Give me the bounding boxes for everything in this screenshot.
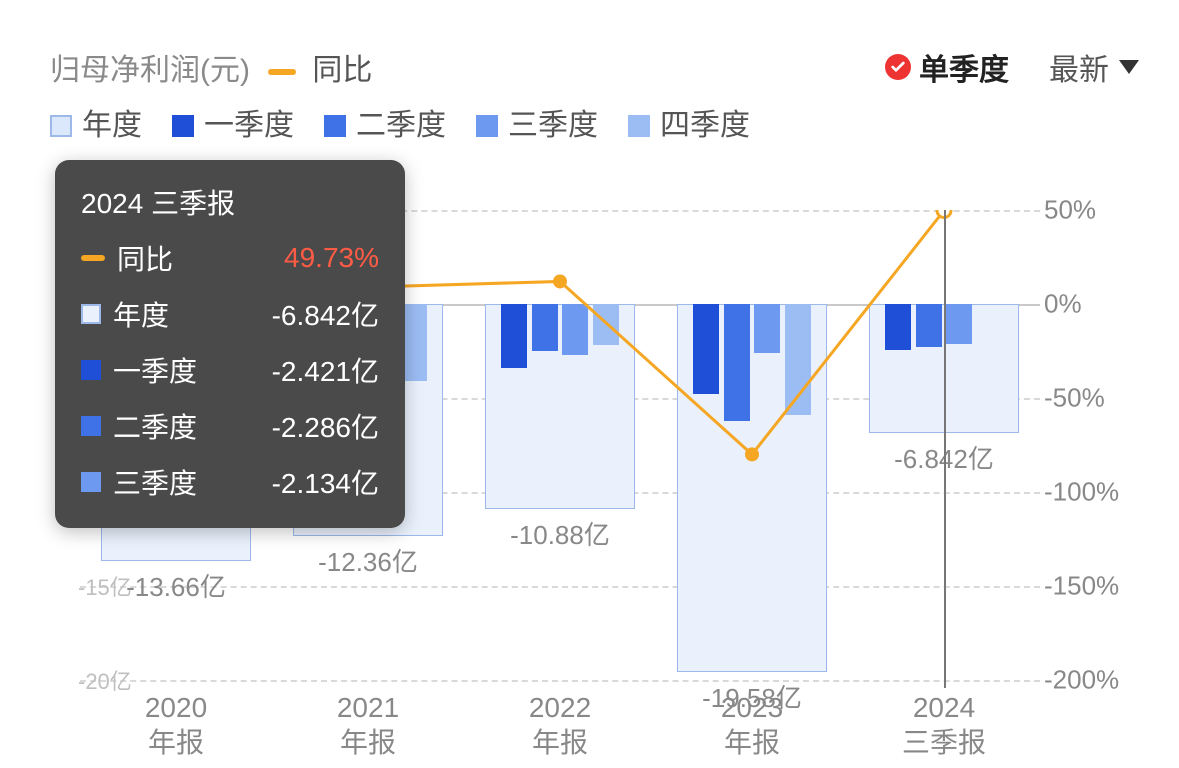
tooltip-label: 年度 [113,294,169,334]
y-right-label: 50% [1044,195,1122,226]
quarter-bar [754,304,780,353]
period-radio-label: 单季度 [919,45,1009,89]
tooltip-value: -2.286亿 [272,406,379,446]
quarter-bar [593,304,619,345]
gridline [80,680,1040,682]
period-radio[interactable]: 单季度 [885,45,1009,89]
legend-swatch [172,115,194,137]
crosshair-line [944,210,946,688]
tooltip-swatch [81,360,101,380]
tooltip-value: -2.134亿 [272,462,379,502]
x-label: 2020年报 [145,690,207,760]
legend-swatch [50,115,72,137]
tooltip-label: 一季度 [113,350,197,390]
legend-item[interactable]: 二季度 [324,100,446,144]
quarter-bar [401,304,427,381]
legend-line: 同比 [268,45,372,89]
tooltip-row: 二季度 -2.286亿 [81,406,379,446]
tooltip-swatch [81,416,101,436]
legend-label: 四季度 [660,109,750,142]
legend-label: 年度 [82,109,142,142]
series-legend: 年度 一季度 二季度 三季度 四季度 [50,100,750,144]
legend-swatch [628,115,650,137]
y-right-label: -150% [1044,571,1122,602]
y-right-label: -200% [1044,665,1122,696]
tooltip-row-yoy: 同比 49.73% [81,238,379,278]
tooltip-value: -6.842亿 [272,294,379,334]
tooltip-row: 三季度 -2.134亿 [81,462,379,502]
tooltip-swatch [81,304,101,324]
tooltip-row: 年度 -6.842亿 [81,294,379,334]
value-label: -13.66亿 [126,567,226,604]
legend-swatch [476,115,498,137]
y-right-label: -100% [1044,477,1122,508]
quarter-bar [501,304,527,368]
chevron-down-icon [1119,60,1139,74]
tooltip-label: 二季度 [113,406,197,446]
quarter-bar [885,304,911,350]
legend-line-label: 同比 [312,54,372,87]
time-dropdown[interactable]: 最新 [1049,45,1139,89]
tooltip: 2024 三季报 同比 49.73% 年度 -6.842亿一季度 -2.421亿二季… [55,160,405,528]
bar-group [485,210,635,680]
tooltip-value: -2.421亿 [272,350,379,390]
tooltip-yoy-label: 同比 [117,238,173,278]
check-icon [885,54,911,80]
x-label: 2021年报 [337,690,399,760]
legend-label: 一季度 [204,109,294,142]
legend-item[interactable]: 四季度 [628,100,750,144]
tooltip-label: 三季度 [113,462,197,502]
legend-swatch [324,115,346,137]
bar-group [677,210,827,680]
tooltip-row: 一季度 -2.421亿 [81,350,379,390]
quarter-bar [916,304,942,347]
quarter-bar [532,304,558,351]
legend-label: 二季度 [356,109,446,142]
quarter-bar [693,304,719,394]
legend-item[interactable]: 年度 [50,100,142,144]
tooltip-title: 2024 三季报 [81,182,379,222]
x-label: 2024三季报 [902,690,986,760]
y-right-label: -50% [1044,383,1122,414]
tooltip-swatch [81,472,101,492]
line-swatch-icon [81,255,105,261]
legend-item[interactable]: 一季度 [172,100,294,144]
quarter-bar [562,304,588,355]
chart-title: 归母净利润(元) [50,45,250,89]
quarter-bar [946,304,972,344]
value-label: -10.88亿 [510,515,610,552]
x-axis: 2020年报 2021年报 2022年报 2023年报 2024三季报 [80,690,1049,760]
tooltip-yoy-value: 49.73% [284,242,379,274]
value-label: -12.36亿 [318,542,418,579]
legend-item[interactable]: 三季度 [476,100,598,144]
dropdown-label: 最新 [1049,45,1109,89]
legend-label: 三季度 [508,109,598,142]
line-swatch [268,69,296,75]
x-label: 2022年报 [529,690,591,760]
y-right-label: 0% [1044,289,1122,320]
quarter-bar [724,304,750,421]
x-label: 2023年报 [721,690,783,760]
chart-header: 归母净利润(元) 同比 单季度 最新 [50,45,1139,89]
quarter-bar [785,304,811,415]
